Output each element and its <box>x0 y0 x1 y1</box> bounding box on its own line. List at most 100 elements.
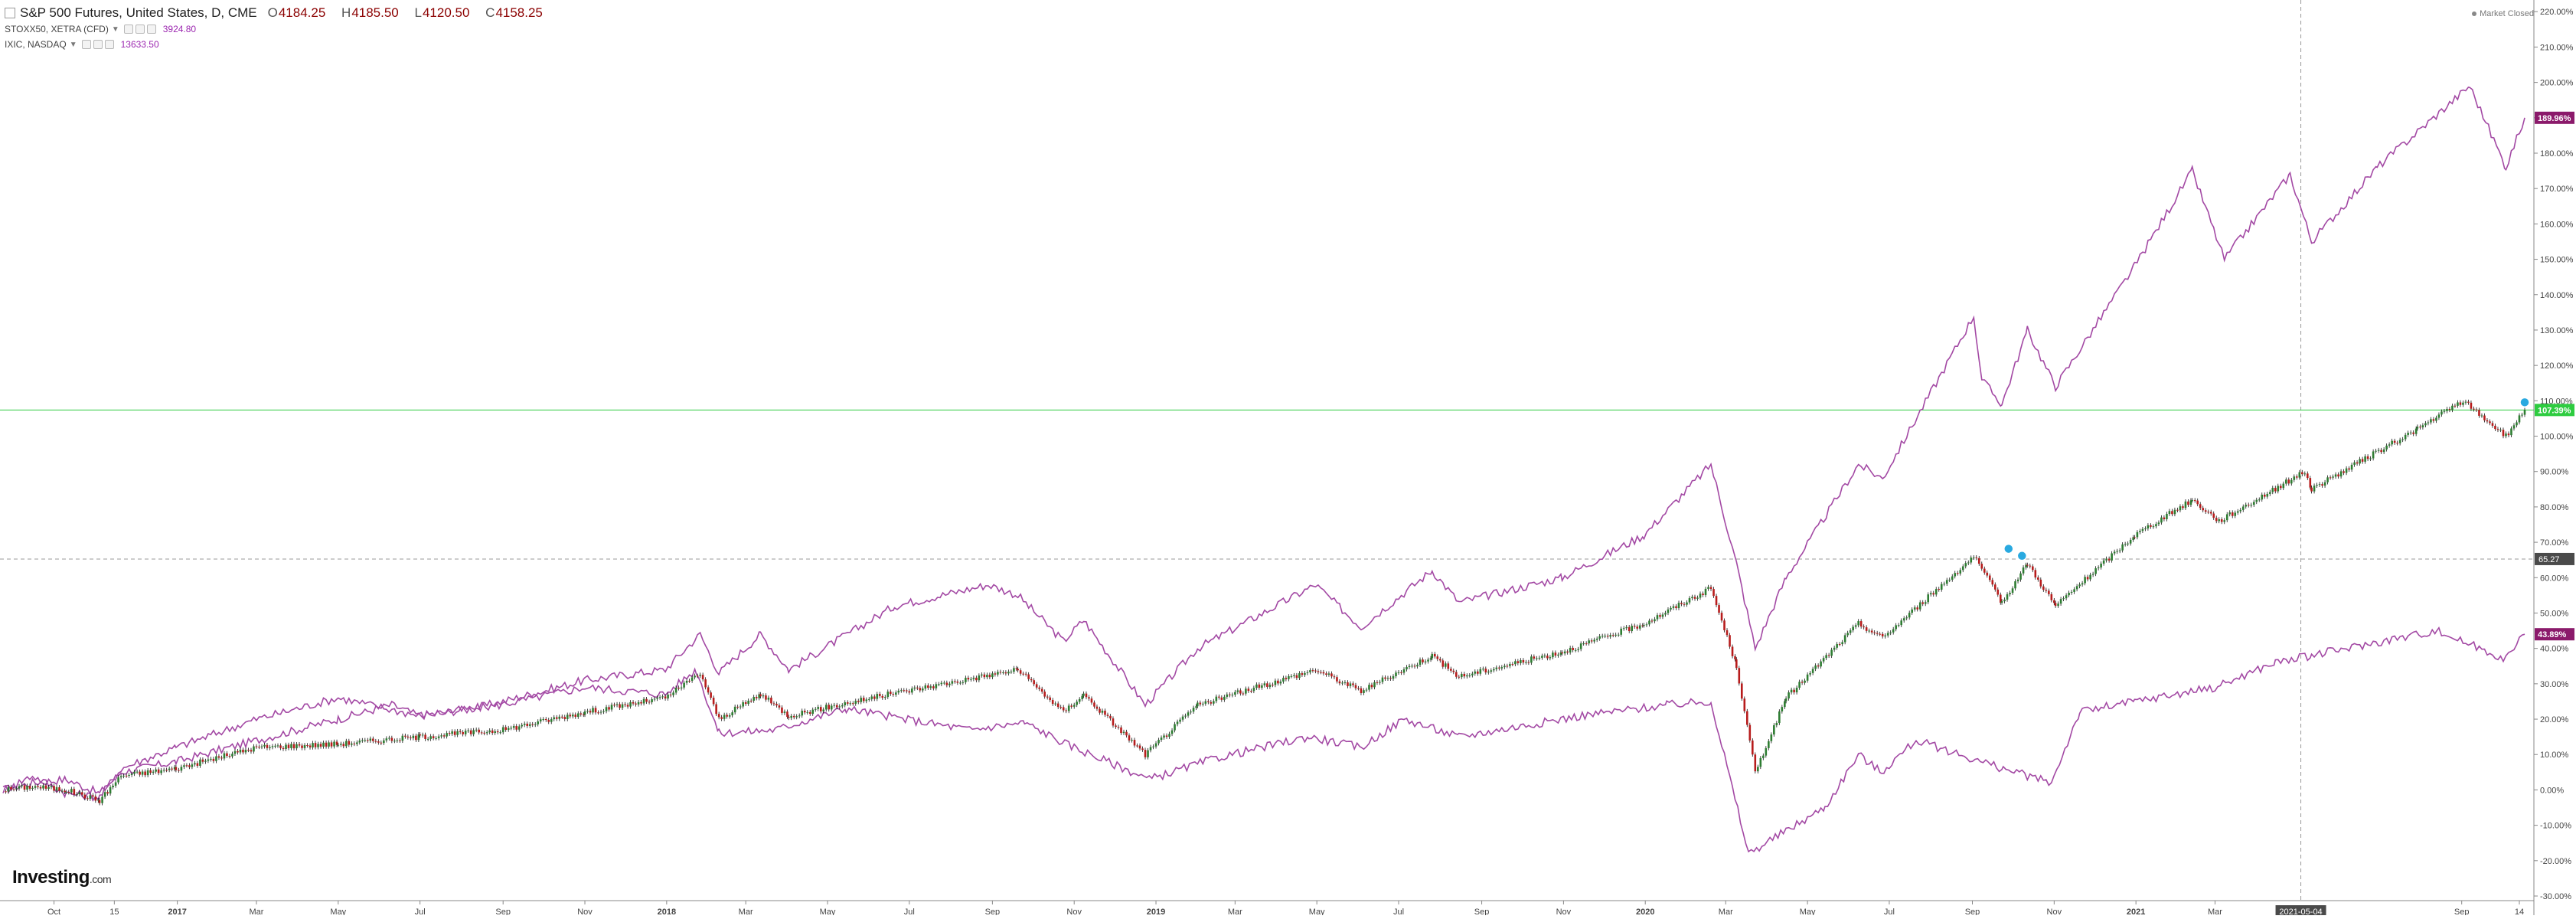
candle-body <box>446 733 448 737</box>
candle-body <box>592 708 594 713</box>
investing-logo[interactable]: Investing.com <box>12 867 112 888</box>
candle-body <box>1436 656 1439 659</box>
candle-body <box>351 743 353 745</box>
candle-body <box>1980 564 1983 569</box>
x-tick-label: Sep <box>1474 908 1490 915</box>
candle-body <box>1422 659 1424 662</box>
series-end-label: 189.96% <box>2538 114 2571 123</box>
candle-body <box>1379 682 1381 683</box>
event-marker-icon[interactable] <box>2003 543 2014 554</box>
candle-body <box>1070 705 1073 707</box>
candle-body <box>185 765 188 767</box>
candle-body <box>854 701 857 704</box>
candle-body <box>1363 690 1365 693</box>
candle-body <box>1002 672 1004 673</box>
candle-body <box>217 756 220 758</box>
candle-body <box>1983 568 1986 573</box>
candle-body <box>1757 767 1759 772</box>
candle-body <box>986 675 988 678</box>
candle-body <box>31 787 34 789</box>
candle-body <box>279 745 282 748</box>
candle-body <box>819 707 822 711</box>
candle-body <box>1354 685 1357 688</box>
candle-body <box>2307 473 2309 479</box>
chevron-down-icon[interactable]: ▼ <box>111 25 119 34</box>
legend-main-row[interactable]: S&P 500 Futures, United States, D, CME O… <box>5 5 555 21</box>
eye-icon[interactable] <box>123 25 133 34</box>
crosshair-price-badge <box>2535 552 2574 565</box>
candle-body <box>1798 682 1801 688</box>
x-axis[interactable]: Oct 15 2017 Mar May Jul Sep Nov 2018 Mar May Jul Sep… <box>47 901 2524 917</box>
y-tick-label: 20.00% <box>2540 715 2569 724</box>
candle-body <box>906 690 908 692</box>
candle-body <box>269 747 271 748</box>
candle-body <box>2014 581 2016 589</box>
settings-icon[interactable] <box>93 40 103 49</box>
close-icon[interactable] <box>146 25 156 34</box>
candle-body <box>1868 630 1870 632</box>
candle-body <box>171 768 173 770</box>
event-marker-icon[interactable] <box>2016 551 2028 561</box>
candle-body <box>448 733 451 734</box>
crosshair-price-label: 65.27 <box>2538 555 2560 564</box>
candle-body <box>109 787 112 794</box>
candle-body <box>594 708 597 713</box>
candle-body <box>114 782 117 786</box>
candle-body <box>801 711 804 716</box>
candle-body <box>1019 670 1022 674</box>
candle-body <box>1157 740 1160 744</box>
settings-icon[interactable] <box>135 25 145 34</box>
x-tick-label: Jul <box>415 908 426 915</box>
candle-body <box>180 767 183 771</box>
candle-body <box>266 744 269 748</box>
candle-body <box>112 785 114 788</box>
candle-body <box>2350 464 2353 470</box>
candle-body <box>81 792 83 795</box>
candle-body <box>1614 634 1617 636</box>
ohlc-values: O4184.25 H4185.50 L4120.50 C4158.25 <box>268 5 555 21</box>
close-icon[interactable] <box>104 40 114 49</box>
chevron-down-icon[interactable]: ▼ <box>69 40 77 49</box>
candle-body <box>1743 698 1746 711</box>
candle-body <box>755 697 758 698</box>
event-marker-icon[interactable] <box>2519 397 2530 408</box>
main-series-toggle-checkbox[interactable] <box>5 8 15 18</box>
candle-body <box>1549 657 1552 659</box>
candle-body <box>1463 673 1466 677</box>
candle-body <box>2274 488 2277 492</box>
legend-compare-row[interactable]: IXIC, NASDAQ ▼ 13633.50 <box>5 37 555 52</box>
candle-body <box>2152 526 2155 528</box>
candle-body <box>1408 666 1411 668</box>
y-tick-label: 160.00% <box>2540 220 2574 229</box>
y-tick-label: -20.00% <box>2540 857 2571 866</box>
candle-body <box>1734 656 1736 659</box>
eye-icon[interactable] <box>81 40 91 49</box>
candle-body <box>651 699 653 702</box>
candle-body <box>2416 427 2419 429</box>
candle-body <box>117 777 119 783</box>
legend-compare-row[interactable]: STOXX50, XETRA (CFD) ▼ 3924.80 <box>5 21 555 37</box>
candle-body <box>18 786 21 789</box>
candle-body <box>542 718 545 720</box>
candle-body <box>2310 487 2313 492</box>
candle-body <box>2199 504 2202 509</box>
candle-body <box>1996 589 2000 595</box>
candle-body <box>210 758 212 760</box>
candle-body <box>1017 669 1019 671</box>
ohlc-close-key: C <box>485 5 495 20</box>
candle-body <box>231 754 233 757</box>
candle-body <box>2231 512 2234 516</box>
y-axis[interactable]: -30.00% -20.00% -10.00% 0.00% 10.00% 20.00% 30… <box>2534 8 2574 901</box>
candle-body <box>2022 567 2025 574</box>
candle-body <box>1804 680 1806 683</box>
candle-body <box>410 737 412 738</box>
candle-body <box>1128 735 1131 741</box>
candle-body <box>1174 724 1176 731</box>
candle-body <box>301 745 303 748</box>
candle-body <box>385 738 388 741</box>
candle-body <box>1514 661 1517 665</box>
candle-body <box>1986 572 1989 576</box>
y-tick-label: 170.00% <box>2540 185 2574 194</box>
